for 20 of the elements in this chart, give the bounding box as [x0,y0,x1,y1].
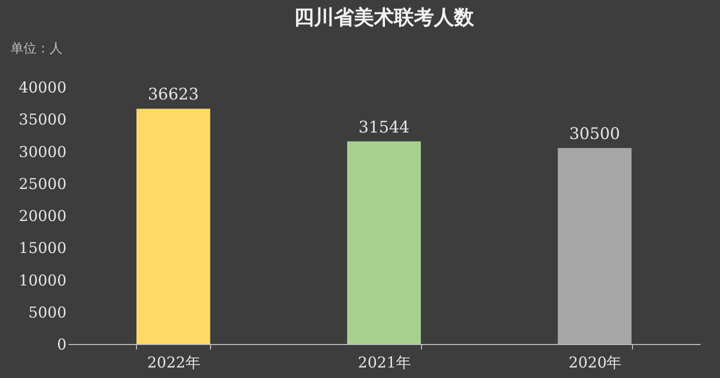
data-label: 30500 [569,124,620,144]
y-tick-label: 40000 [18,78,66,96]
data-label: 36623 [148,84,199,104]
y-axis-title: 单位：人 [10,42,62,56]
y-tick-label: 5000 [28,303,66,322]
x-tick-label: 2020年 [568,354,622,372]
y-tick-label: 0 [56,336,66,354]
y-tick-label: 30000 [18,142,66,161]
bar [558,148,632,344]
chart-title: 四川省美术联考人数 [294,5,475,29]
data-label: 31544 [358,117,410,136]
bar [136,108,210,344]
y-tick-label: 10000 [18,271,66,290]
y-tick-label: 20000 [18,207,66,225]
x-tick-label: 2022年 [147,354,200,372]
x-tick-label: 2021年 [358,354,412,372]
y-tick-label: 15000 [18,239,66,258]
bar [347,141,421,344]
y-tick-label: 25000 [18,174,66,193]
y-tick-label: 35000 [18,110,66,129]
